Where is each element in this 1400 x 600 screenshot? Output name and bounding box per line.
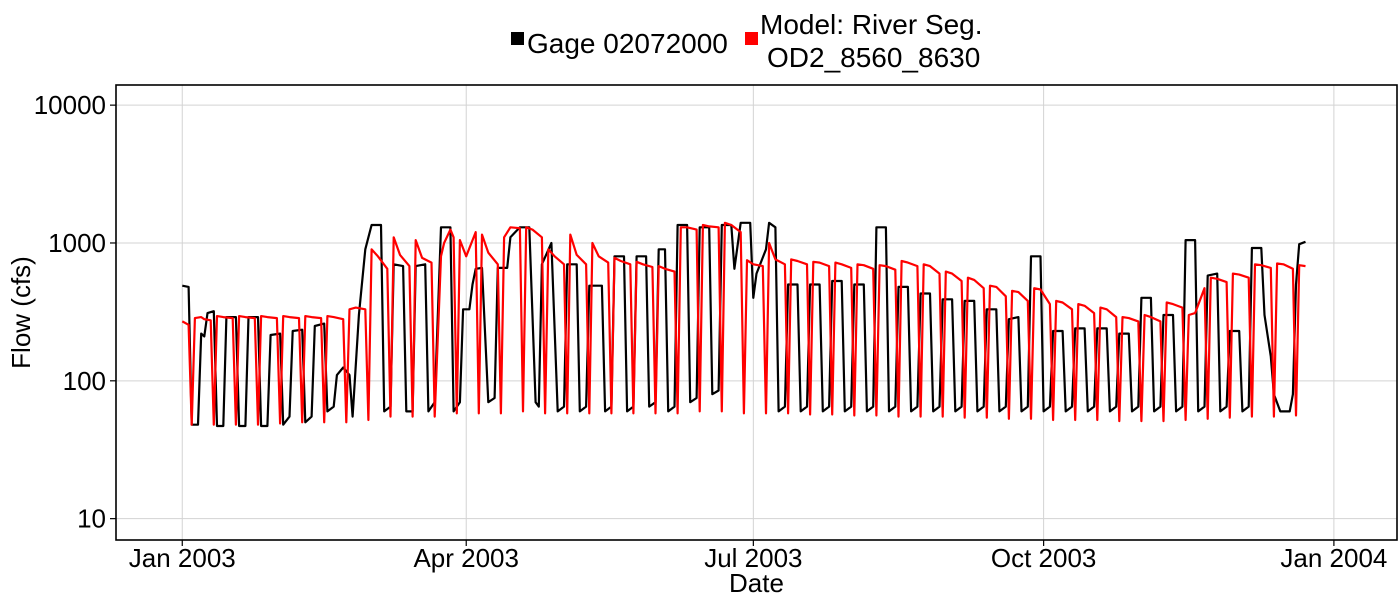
legend-label-model: Model: River Seg. OD2_8560_8630 xyxy=(760,9,983,73)
y-tick-label: 1000 xyxy=(48,228,106,258)
y-tick-label: 100 xyxy=(63,366,106,396)
y-tick-label: 10 xyxy=(77,504,106,534)
vertical-gridlines xyxy=(181,85,1335,540)
legend-label-model-line2: OD2_8560_8630 xyxy=(767,42,980,73)
series-line-gage xyxy=(182,221,1306,428)
x-tick-label: Jul 2003 xyxy=(704,543,802,573)
plot-panel-border xyxy=(115,84,1398,541)
x-axis-label: Date xyxy=(729,568,784,598)
legend-label-model-line1: Model: River Seg. xyxy=(760,9,983,40)
legend-label-gage: Gage 02072000 xyxy=(527,28,728,59)
x-tick-label: Oct 2003 xyxy=(991,543,1097,573)
legend-swatch-model xyxy=(745,32,758,45)
legend: Gage 02072000 Model: River Seg. OD2_8560_… xyxy=(511,9,983,73)
y-axis-label: Flow (cfs) xyxy=(6,256,36,369)
x-axis-ticks: Jan 2003 Apr 2003 Jul 2003 Oct 2003 Jan 2004 xyxy=(129,540,1387,573)
x-tick-label: Apr 2003 xyxy=(413,543,519,573)
y-tick-label: 10000 xyxy=(34,90,106,120)
y-axis-ticks: 10 100 1000 10000 xyxy=(34,90,116,534)
x-tick-label: Jan 2004 xyxy=(1280,543,1387,573)
x-tick-label: Jan 2003 xyxy=(129,543,236,573)
series-layer xyxy=(181,221,1306,428)
legend-swatch-gage xyxy=(511,32,524,45)
series-line-model xyxy=(181,221,1306,426)
